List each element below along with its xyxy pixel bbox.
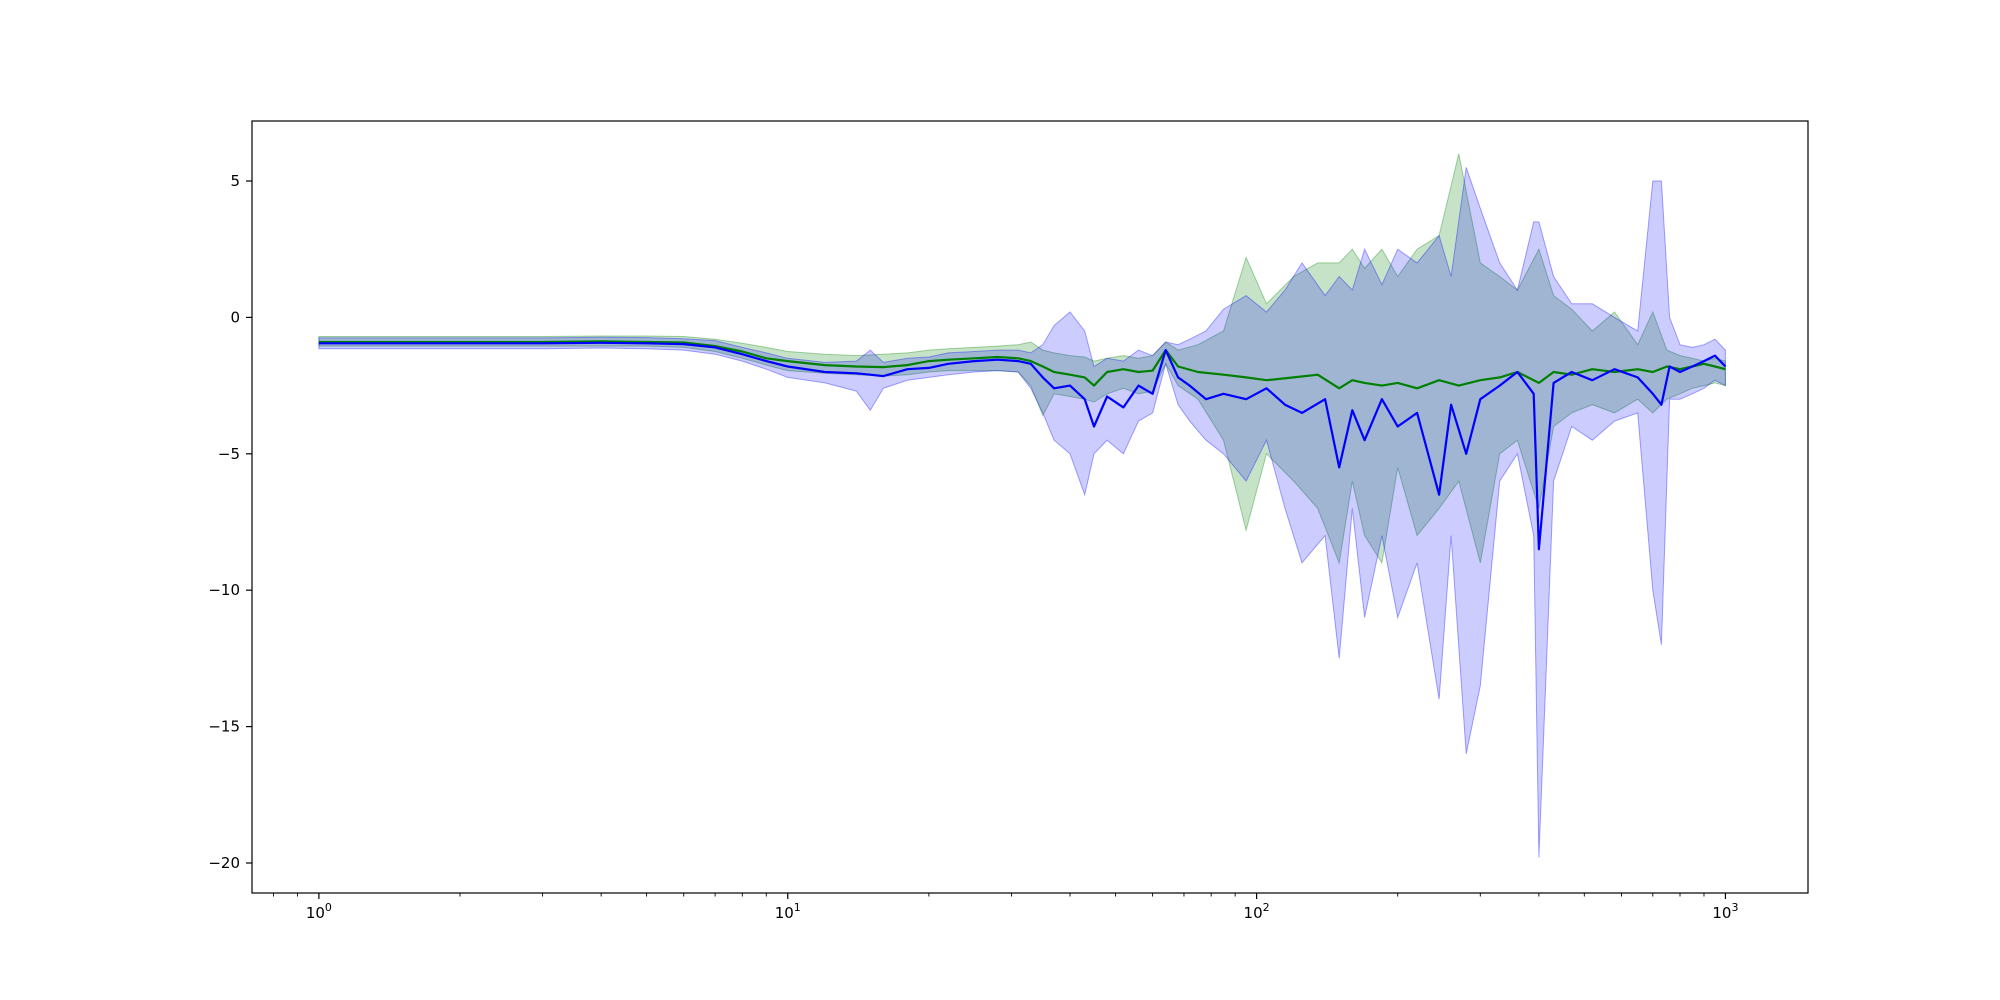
x-tick-label: 100 (306, 901, 332, 922)
series-1-line (318, 340, 1726, 390)
y-tick-label: −5 (218, 445, 240, 463)
series-group (318, 153, 1727, 858)
x-tick-label: 101 (775, 901, 801, 922)
y-tick-label: −15 (208, 718, 240, 736)
y-tick-label: 0 (230, 308, 240, 326)
axes-frame (251, 120, 1809, 894)
series-2-line (318, 341, 1727, 551)
y-tick-label: 5 (230, 172, 240, 190)
y-tick-label: −10 (208, 581, 240, 599)
y-tick-label: −20 (208, 854, 240, 872)
plot-area (318, 153, 1727, 858)
x-tick-label: 103 (1712, 901, 1738, 922)
x-tick-label: 102 (1244, 901, 1270, 922)
series-2-band (318, 167, 1726, 858)
axis-ticks: 5 0 −5 −10 −15 −20 100 101 102 103 (208, 172, 1738, 922)
